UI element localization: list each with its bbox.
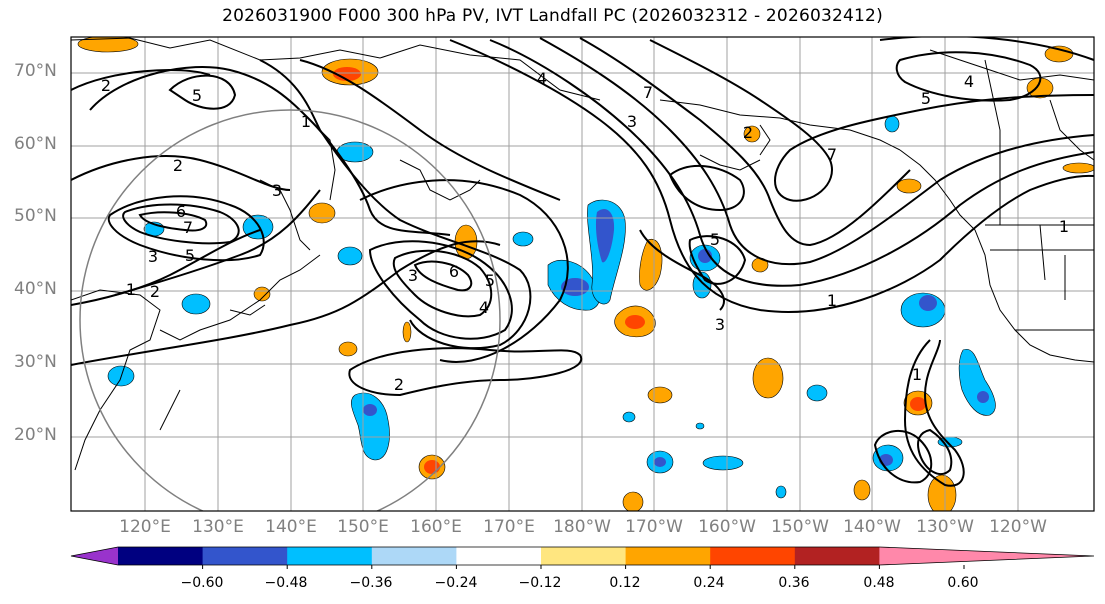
colorbar-tick-label: 0.12: [609, 575, 641, 591]
landfall-radius-circle: [79, 109, 501, 511]
lat-label: 30°N: [14, 352, 57, 372]
contour-label: 3: [715, 315, 725, 334]
lon-label: 140°E: [265, 517, 317, 537]
contour-label: 4: [964, 72, 974, 91]
lon-label: 170°E: [483, 517, 535, 537]
contour-label: 5: [921, 89, 931, 108]
colorbar-segment: [287, 547, 373, 565]
colorbar-segment: [118, 547, 204, 565]
colorbar-segment: [541, 547, 627, 565]
colorbar: [70, 546, 1095, 569]
colorbar-tick-label: 0.24: [693, 575, 725, 591]
contour-label: 1: [301, 112, 311, 131]
contour-label: 7: [183, 218, 193, 237]
lon-label: 150°E: [337, 517, 389, 537]
contour-label: 5: [185, 246, 195, 265]
lat-label: 20°N: [14, 425, 57, 445]
colorbar-tick-label: 0.48: [863, 575, 895, 591]
contour-label: 1: [827, 291, 837, 310]
colorbar-segment: [710, 547, 796, 565]
contour-label: 5: [710, 230, 720, 249]
colorbar-outline: [70, 546, 1095, 566]
contour-label: 3: [408, 266, 418, 285]
contour-label: 3: [627, 112, 637, 131]
contour-label: 4: [537, 69, 547, 88]
contour-label: 1: [1059, 217, 1069, 236]
lat-label: 70°N: [14, 61, 57, 81]
colorbar-tick-label: −0.36: [349, 575, 393, 591]
lon-label: 180°W: [553, 517, 611, 537]
lon-label: 170°W: [625, 517, 683, 537]
lat-label: 40°N: [14, 279, 57, 299]
lon-label: 130°E: [192, 517, 244, 537]
contour-label: 7: [827, 145, 837, 164]
lon-label: 140°W: [843, 517, 901, 537]
lon-label: 160°E: [410, 517, 462, 537]
contour-label: 5: [192, 86, 202, 105]
map-frame: [70, 36, 1095, 512]
lat-label: 60°N: [14, 134, 57, 154]
colorbar-segment: [794, 547, 880, 565]
contour-label: 1: [126, 280, 136, 299]
contour-label: 2: [150, 282, 160, 301]
contour-label: 2: [743, 123, 753, 142]
contour-labels: 2 5 1 2 6 7 3 5 3 1 2 6 3 5 4 2 4 7 3 5 …: [101, 69, 1069, 394]
lon-label: 120°W: [989, 517, 1047, 537]
contour-label: 2: [394, 375, 404, 394]
contour-label: 3: [148, 247, 158, 266]
colorbar-tick-label: −0.24: [434, 575, 478, 591]
colorbar-tick-label: 0.60: [947, 575, 979, 591]
contour-label: 7: [643, 83, 653, 102]
contour-label: 5: [485, 271, 495, 290]
lat-label: 50°N: [14, 206, 57, 226]
contour-label: 4: [479, 298, 489, 317]
lon-label: 130°W: [916, 517, 974, 537]
lon-label: 120°E: [119, 517, 171, 537]
colorbar-extend-min: [71, 547, 118, 565]
contour-label: 2: [101, 76, 111, 95]
contour-label: 6: [176, 202, 186, 221]
lon-label: 150°W: [771, 517, 829, 537]
contour-label: 6: [449, 262, 459, 281]
colorbar-extend-max: [879, 547, 1094, 565]
contour-label: 1: [912, 365, 922, 384]
contour-label: 3: [272, 181, 282, 200]
colorbar-segment: [456, 547, 542, 565]
contour-label: 2: [173, 156, 183, 175]
colorbar-segment: [371, 547, 457, 565]
colorbar-segment: [202, 547, 288, 565]
colorbar-tick-label: −0.12: [518, 575, 562, 591]
colorbar-tick-label: −0.60: [180, 575, 224, 591]
map-title: 2026031900 F000 300 hPa PV, IVT Landfall…: [222, 6, 883, 26]
graticule: [71, 37, 1094, 511]
colorbar-segment: [625, 547, 711, 565]
lon-label: 160°W: [698, 517, 756, 537]
colorbar-tick-label: 0.36: [778, 575, 810, 591]
colorbar-tick-label: −0.48: [264, 575, 308, 591]
